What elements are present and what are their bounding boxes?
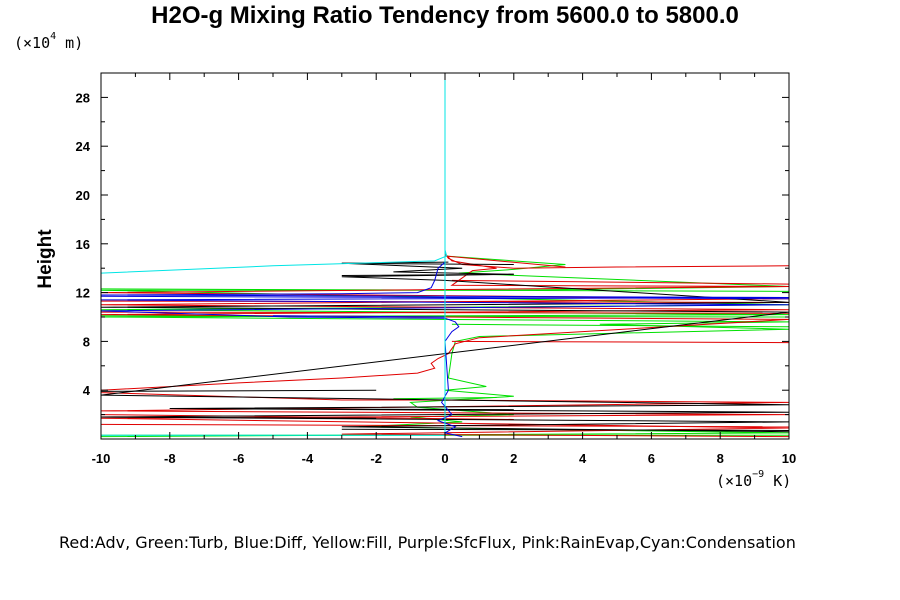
x-tick-label: 10 (782, 451, 796, 466)
series-condensation (101, 73, 448, 437)
series-segment (272, 315, 446, 318)
y-tick-label: 4 (83, 383, 91, 398)
x-tick-label: 8 (717, 451, 724, 466)
y-tick-label: 24 (76, 139, 91, 154)
series-segment (169, 408, 514, 411)
series-segment (444, 255, 566, 268)
x-tick-label: 2 (510, 451, 517, 466)
y-tick-label: 20 (76, 188, 90, 203)
series-segment (101, 416, 377, 419)
y-tick-label: 8 (83, 334, 90, 349)
x-tick-label: -6 (233, 451, 245, 466)
series-layer (101, 73, 789, 438)
y-tick-label: 16 (76, 237, 90, 252)
series-segment (451, 323, 789, 328)
y-tick-label: 28 (76, 90, 90, 105)
x-tick-label: 0 (441, 451, 448, 466)
series-segment (341, 273, 514, 276)
series-line (101, 255, 789, 438)
series-line (101, 253, 789, 438)
series-segment (341, 262, 514, 265)
legend-text: Red:Adv, Green:Turb, Blue:Diff, Yellow:F… (59, 533, 796, 552)
series-segment (101, 389, 377, 392)
chart-title: H2O-g Mixing Ratio Tendency from 5600.0 … (151, 2, 739, 29)
x-tick-label: -8 (164, 451, 176, 466)
x-tick-label: -10 (92, 451, 111, 466)
series-segment (451, 340, 789, 344)
series-segment (341, 428, 789, 431)
x-tick-label: 4 (579, 451, 587, 466)
x-tick-label: 6 (648, 451, 655, 466)
x-axis-unit: (×10−9 K) (716, 469, 792, 490)
x-tick-label: -2 (370, 451, 382, 466)
x-tick-label: -4 (302, 451, 314, 466)
series-segment (451, 279, 789, 285)
y-axis-unit: (×104 m) (14, 31, 84, 52)
y-tick-label: 12 (76, 286, 90, 301)
